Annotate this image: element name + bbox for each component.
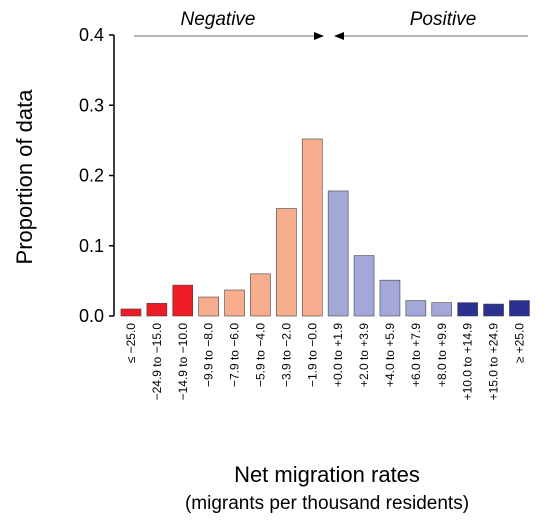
positive-annotation: Positive: [410, 9, 477, 30]
y-tick-label: 0.4: [79, 25, 104, 45]
bar: [353, 255, 375, 317]
y-tick-label: 0.0: [79, 306, 104, 326]
bar: [250, 273, 271, 317]
negative-annotation: Negative: [181, 9, 256, 30]
bar: [457, 302, 478, 317]
x-tick-label: +6.0 to +7.9: [409, 323, 423, 387]
bar: [172, 284, 194, 317]
x-tick-label: +4.0 to +5.9: [383, 323, 397, 387]
x-tick-label: −14.9 to −10.0: [176, 323, 190, 401]
x-axis-title: Net migration rates: [234, 462, 420, 487]
x-tick-label: +10.0 to +14.9: [461, 323, 475, 401]
bar: [276, 208, 297, 317]
bar: [379, 279, 401, 317]
bar: [483, 303, 504, 317]
positive-arrowhead: [334, 32, 344, 40]
x-tick-label: −7.9 to −6.0: [228, 323, 242, 387]
x-tick-label: ≤ −25.0: [124, 323, 138, 364]
x-tick-label: ≥ +25.0: [512, 323, 526, 364]
bar: [198, 296, 219, 317]
y-tick-label: 0.1: [79, 236, 104, 256]
bar: [405, 300, 427, 317]
y-tick-label: 0.2: [79, 166, 104, 186]
x-tick-label: −24.9 to −15.0: [150, 323, 164, 401]
x-tick-label: −1.9 to −0.0: [305, 323, 319, 387]
y-tick-label: 0.3: [79, 95, 104, 115]
y-ticks: 0.0 0.1 0.2 0.3 0.4: [79, 25, 114, 326]
bars: [120, 138, 530, 317]
negative-arrowhead: [314, 32, 324, 40]
x-tick-labels: ≤ −25.0 −24.9 to −15.0 −14.9 to −10.0 −9.9 …: [124, 323, 527, 401]
x-tick-label: +2.0 to +3.9: [357, 323, 371, 387]
x-tick-label: −9.9 to −8.0: [202, 323, 216, 387]
bar: [509, 300, 530, 317]
x-tick-label: −5.9 to −4.0: [253, 323, 267, 387]
bar: [327, 190, 349, 317]
direction-annotations: Negative Positive: [134, 9, 528, 40]
x-axis-subtitle: (migrants per thousand residents): [185, 493, 469, 514]
bar: [224, 289, 245, 317]
x-tick-label: +0.0 to +1.9: [331, 323, 345, 387]
bar: [301, 138, 323, 317]
y-axis-title: Proportion of data: [12, 89, 37, 265]
x-tick-label: −3.9 to −2.0: [279, 323, 293, 387]
bar: [120, 308, 142, 317]
bar: [431, 302, 453, 317]
x-tick-label: +8.0 to +9.9: [435, 323, 449, 387]
bar: [146, 303, 168, 317]
x-tick-label: +15.0 to +24.9: [487, 323, 501, 401]
